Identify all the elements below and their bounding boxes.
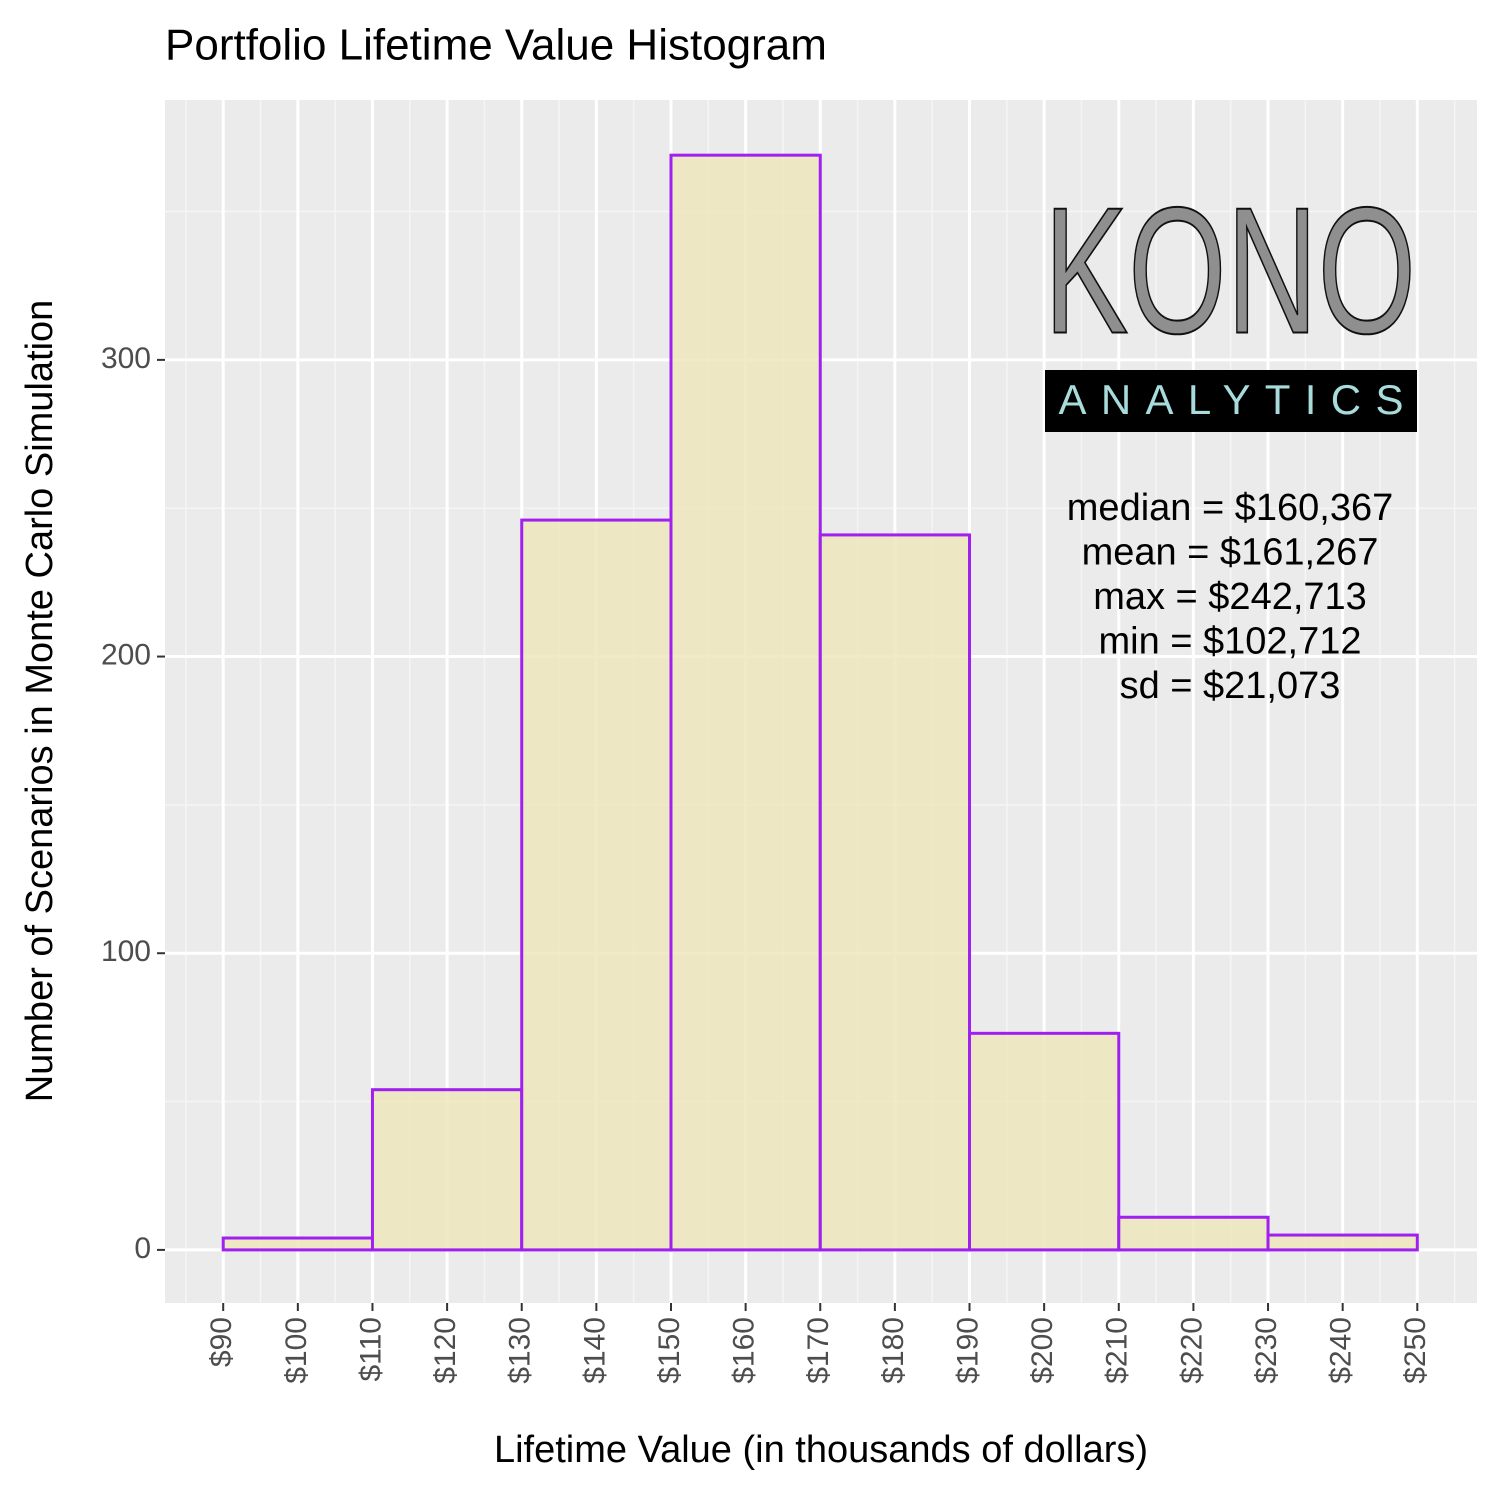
bar (669, 153, 822, 1252)
stat-annotation: mean = $161,267 (1082, 532, 1379, 574)
bar (968, 1031, 1121, 1252)
x-tick-label: $140 (578, 1317, 611, 1384)
x-tick-label: $100 (280, 1317, 313, 1384)
x-tick-label: $130 (504, 1317, 537, 1384)
x-tick-label: $190 (951, 1317, 984, 1384)
logo-bar (1045, 370, 1417, 432)
x-axis-title: Lifetime Value (in thousands of dollars) (494, 1429, 1148, 1471)
bar (1266, 1233, 1419, 1252)
bar (818, 533, 972, 1252)
stat-annotation: max = $242,713 (1093, 576, 1367, 618)
x-tick-label: $250 (1399, 1317, 1432, 1384)
x-tick-label: $240 (1325, 1317, 1358, 1384)
logo-tagline: ANALYTICS (1059, 376, 1404, 423)
stat-annotation: median = $160,367 (1067, 487, 1393, 529)
bar (221, 1236, 374, 1252)
stat-annotation: min = $102,712 (1098, 621, 1361, 663)
bar (1117, 1215, 1270, 1252)
stat-annotation: sd = $21,073 (1120, 665, 1341, 707)
bar (370, 1088, 524, 1252)
bar (520, 518, 673, 1252)
chart-title: Portfolio Lifetime Value Histogram (165, 21, 827, 70)
x-tick-label: $180 (877, 1317, 910, 1384)
y-tick-label: 0 (134, 1232, 151, 1265)
x-tick-label: $200 (1026, 1317, 1059, 1384)
y-tick-label: 300 (101, 342, 151, 375)
x-tick-label: $210 (1101, 1317, 1134, 1384)
x-tick-label: $110 (354, 1317, 387, 1382)
x-tick-label: $160 (728, 1317, 761, 1384)
x-tick-label: $150 (653, 1317, 686, 1384)
x-tick-label: $170 (802, 1317, 835, 1384)
y-tick-label: 100 (101, 935, 151, 968)
y-tick-label: 200 (101, 638, 151, 671)
logo: KONO ANALYTICS (1043, 170, 1417, 432)
logo-name: KONO (1044, 171, 1416, 372)
x-tick-label: $230 (1250, 1317, 1283, 1384)
x-tick-label: $220 (1175, 1317, 1208, 1384)
x-tick-label: $90 (205, 1317, 238, 1367)
y-axis-title: Number of Scenarios in Monte Carlo Simul… (19, 300, 61, 1103)
x-tick-label: $120 (429, 1317, 462, 1384)
